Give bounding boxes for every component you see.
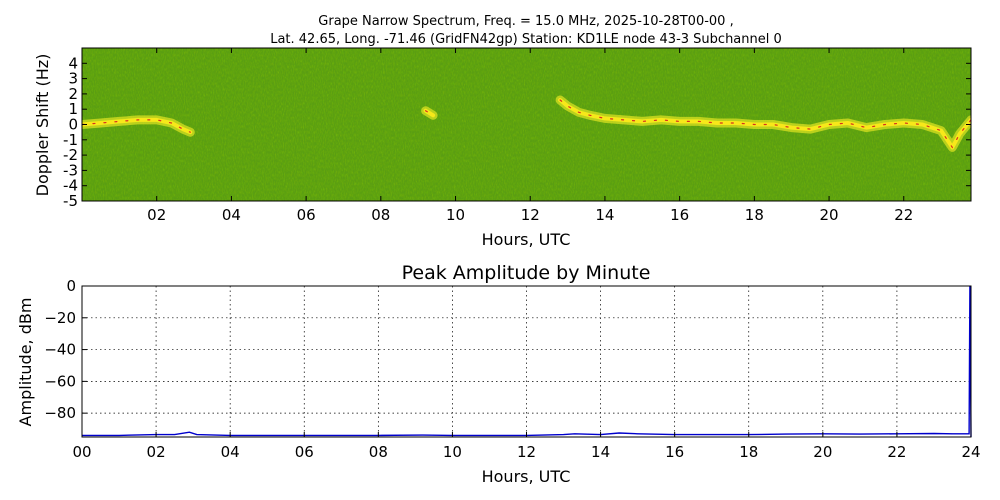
amplitude-x-tick-label: 10 (443, 443, 462, 461)
amplitude-x-tick-label: 20 (813, 443, 832, 461)
amplitude-grid (81, 285, 972, 437)
amplitude-x-tick-label: 02 (147, 443, 166, 461)
amplitude-x-tick-label: 12 (517, 443, 536, 461)
figure-title-line1: Grape Narrow Spectrum, Freq. = 15.0 MHz,… (318, 14, 733, 29)
spectrogram-y-tick-label: 2 (68, 85, 78, 103)
spectrogram-x-tick-label: 22 (894, 206, 913, 224)
amplitude-series-line (82, 285, 972, 438)
amplitude-x-tick-label: 00 (72, 443, 91, 461)
spectrogram-x-tick-label: 12 (521, 206, 540, 224)
amplitude-x-tick-label: 04 (221, 443, 240, 461)
spectrogram-x-axis-label: Hours, UTC (482, 230, 571, 249)
spectrogram-y-tick-label: -4 (63, 177, 78, 195)
spectrogram-x-tick-label: 16 (670, 206, 689, 224)
spectrogram-y-tick-label: -3 (63, 161, 78, 179)
amplitude-x-tick-label: 18 (739, 443, 758, 461)
amplitude-y-tick-label: −40 (44, 341, 76, 359)
spectrogram-x-tick-label: 20 (820, 206, 839, 224)
spectrogram-x-tick-label: 18 (745, 206, 764, 224)
spectrogram-x-tick-label: 10 (446, 206, 465, 224)
amplitude-panel: Peak Amplitude by Minute 00 02 04 06 08 10 12 1… (16, 262, 981, 486)
figure-title-line2: Lat. 42.65, Long. -71.46 (GridFN42gp) St… (270, 32, 782, 47)
amplitude-x-tick-label: 14 (591, 443, 610, 461)
amplitude-x-tick-label: 16 (665, 443, 684, 461)
doppler-trace-group (82, 95, 971, 152)
spectrogram-y-tick-label: 3 (68, 70, 78, 88)
doppler-trace-peaks (559, 99, 971, 149)
doppler-trace-peaks (425, 110, 434, 116)
amplitude-y-axis-label: Amplitude, dBm (16, 298, 35, 427)
spectrogram-y-tick-label: -5 (63, 192, 78, 210)
amplitude-x-tick-label: 24 (961, 443, 980, 461)
amplitude-y-axis: 0 −20 −40 −60 −80 (44, 277, 87, 422)
spectrogram-y-tick-label: 0 (68, 116, 78, 134)
spectrogram-x-tick-label: 02 (147, 206, 166, 224)
spectrogram-x-tick-label: 06 (297, 206, 316, 224)
spectrogram-y-tick-label: 1 (68, 100, 78, 118)
amplitude-x-tick-label: 08 (369, 443, 388, 461)
spectrogram-x-axis: 02 04 06 08 10 12 14 16 18 20 22 (147, 48, 913, 224)
spectrogram-x-tick-label: 14 (595, 206, 614, 224)
spectrogram-x-tick-label: 04 (222, 206, 241, 224)
amplitude-y-tick-label: −20 (44, 309, 76, 327)
amplitude-x-axis-label: Hours, UTC (482, 467, 571, 486)
spectrogram-y-tick-label: 4 (68, 54, 78, 72)
spectrogram-y-tick-label: -1 (63, 131, 78, 149)
amplitude-chart-title: Peak Amplitude by Minute (402, 262, 651, 284)
amplitude-x-tick-label: 22 (887, 443, 906, 461)
spectrogram-y-tick-label: -2 (63, 146, 78, 164)
amplitude-y-tick-label: 0 (66, 277, 76, 295)
spectrogram-y-axis-label: Doppler Shift (Hz) (33, 54, 52, 197)
amplitude-x-axis: 00 02 04 06 08 10 12 14 16 18 20 22 24 (72, 432, 981, 461)
spectrogram-x-tick-label: 08 (371, 206, 390, 224)
amplitude-y-tick-label: −80 (44, 404, 76, 422)
amplitude-series-group (82, 285, 972, 438)
amplitude-y-tick-label: −60 (44, 372, 76, 390)
amplitude-x-tick-label: 06 (295, 443, 314, 461)
doppler-trace-peaks (82, 119, 191, 133)
